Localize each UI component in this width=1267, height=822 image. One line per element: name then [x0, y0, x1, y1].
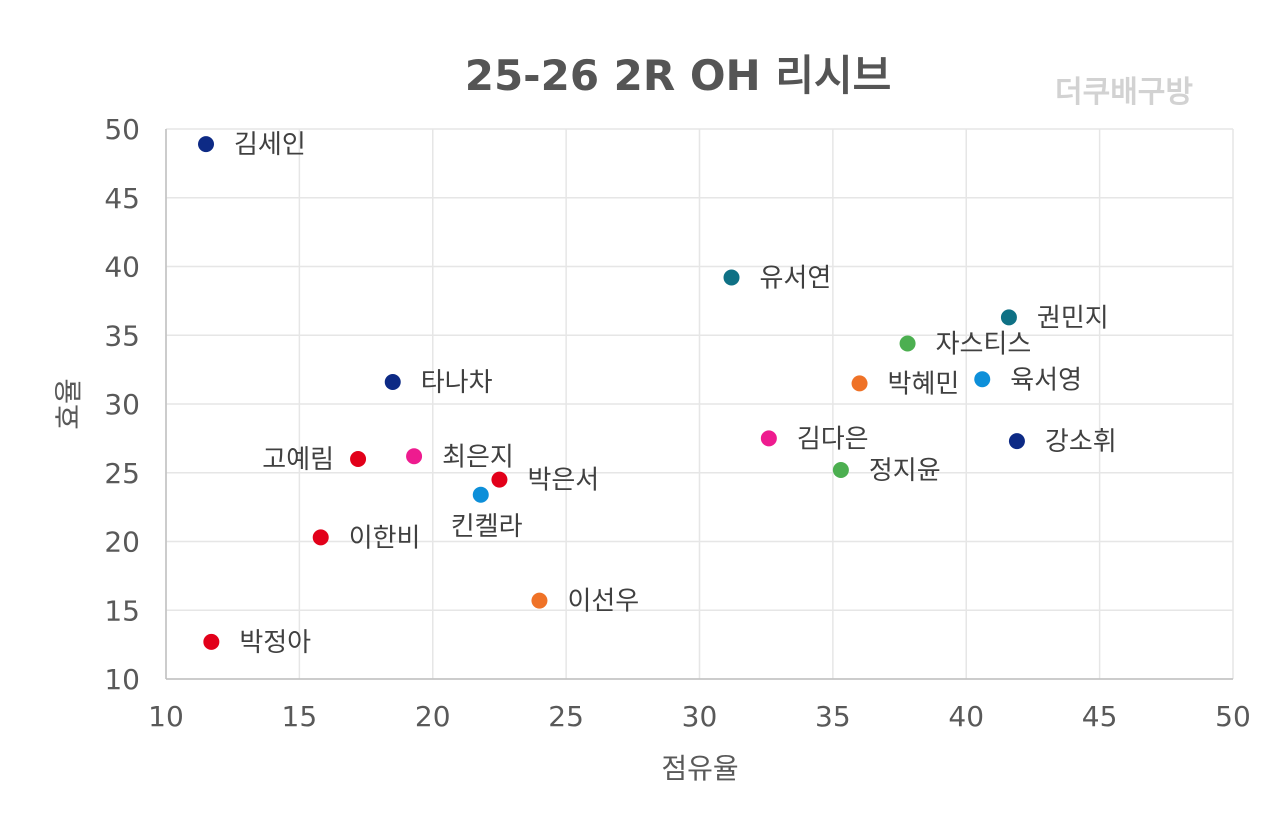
data-point-0	[198, 136, 215, 153]
x-axis-title: 점유율	[661, 752, 738, 785]
x-tick-label-0: 10	[148, 700, 184, 733]
chart-title: 25-26 2R OH 리시브	[465, 51, 892, 100]
x-tick-label-7: 45	[1082, 700, 1118, 733]
data-points	[198, 136, 1025, 650]
gridlines	[165, 128, 1234, 680]
x-tick-label-2: 20	[415, 700, 451, 733]
data-point-15	[531, 592, 548, 609]
data-point-10	[350, 451, 367, 467]
y-tick-label-8: 50	[104, 113, 140, 146]
y-tick-label-0: 10	[104, 663, 140, 696]
tick-labels: 10 15 20 25 30 35 40 45 50 10 15 20 25 30 35 40 45 50	[104, 113, 1250, 733]
watermark: 더쿠배구방	[1055, 75, 1193, 110]
data-point-2	[1000, 309, 1017, 326]
y-tick-label-1: 15	[104, 594, 140, 627]
x-tick-label-5: 35	[815, 700, 851, 733]
data-point-16	[203, 633, 220, 650]
x-tick-label-3: 25	[548, 700, 584, 733]
data-point-6	[974, 371, 991, 388]
point-label-10: 고예림	[262, 445, 334, 475]
point-label-15: 이선우	[567, 587, 639, 617]
x-tick-label-1: 15	[282, 700, 318, 733]
point-label-13: 킨켈라	[451, 512, 523, 542]
point-label-7: 김다은	[797, 424, 869, 454]
y-tick-label-6: 40	[104, 251, 140, 284]
y-tick-label-7: 45	[104, 182, 140, 215]
point-label-11: 최은지	[442, 442, 514, 472]
data-point-7	[760, 430, 777, 447]
point-label-14: 이한비	[349, 523, 421, 553]
x-tick-label-4: 30	[682, 700, 718, 733]
y-axis-title: 효율	[52, 378, 85, 430]
y-tick-label-3: 25	[104, 457, 140, 490]
point-label-6: 육서영	[1010, 365, 1082, 395]
data-point-4	[384, 374, 401, 390]
y-tick-label-5: 35	[104, 319, 140, 352]
point-label-5: 박혜민	[888, 369, 960, 399]
y-tick-label-2: 20	[104, 526, 140, 559]
point-label-8: 강소휘	[1045, 427, 1117, 457]
point-label-2: 권민지	[1037, 303, 1109, 333]
point-label-12: 박은서	[527, 466, 599, 496]
data-point-13	[472, 486, 489, 503]
x-tick-label-8: 50	[1215, 700, 1251, 733]
point-label-0: 김세인	[234, 130, 306, 160]
point-label-9: 정지윤	[869, 456, 941, 486]
x-tick-label-6: 40	[948, 700, 984, 733]
point-label-4: 타나차	[421, 368, 493, 398]
data-point-1	[723, 269, 740, 286]
y-tick-label-4: 30	[104, 388, 140, 421]
data-point-9	[832, 462, 849, 478]
data-point-12	[491, 471, 508, 488]
data-point-14	[312, 529, 329, 546]
point-label-1: 유서연	[760, 264, 832, 294]
data-point-5	[851, 375, 868, 392]
data-point-11	[406, 448, 423, 465]
point-label-16: 박정아	[239, 628, 311, 658]
data-point-3	[899, 335, 916, 352]
data-point-8	[1008, 433, 1025, 450]
point-label-3: 자스티스	[936, 330, 1032, 360]
